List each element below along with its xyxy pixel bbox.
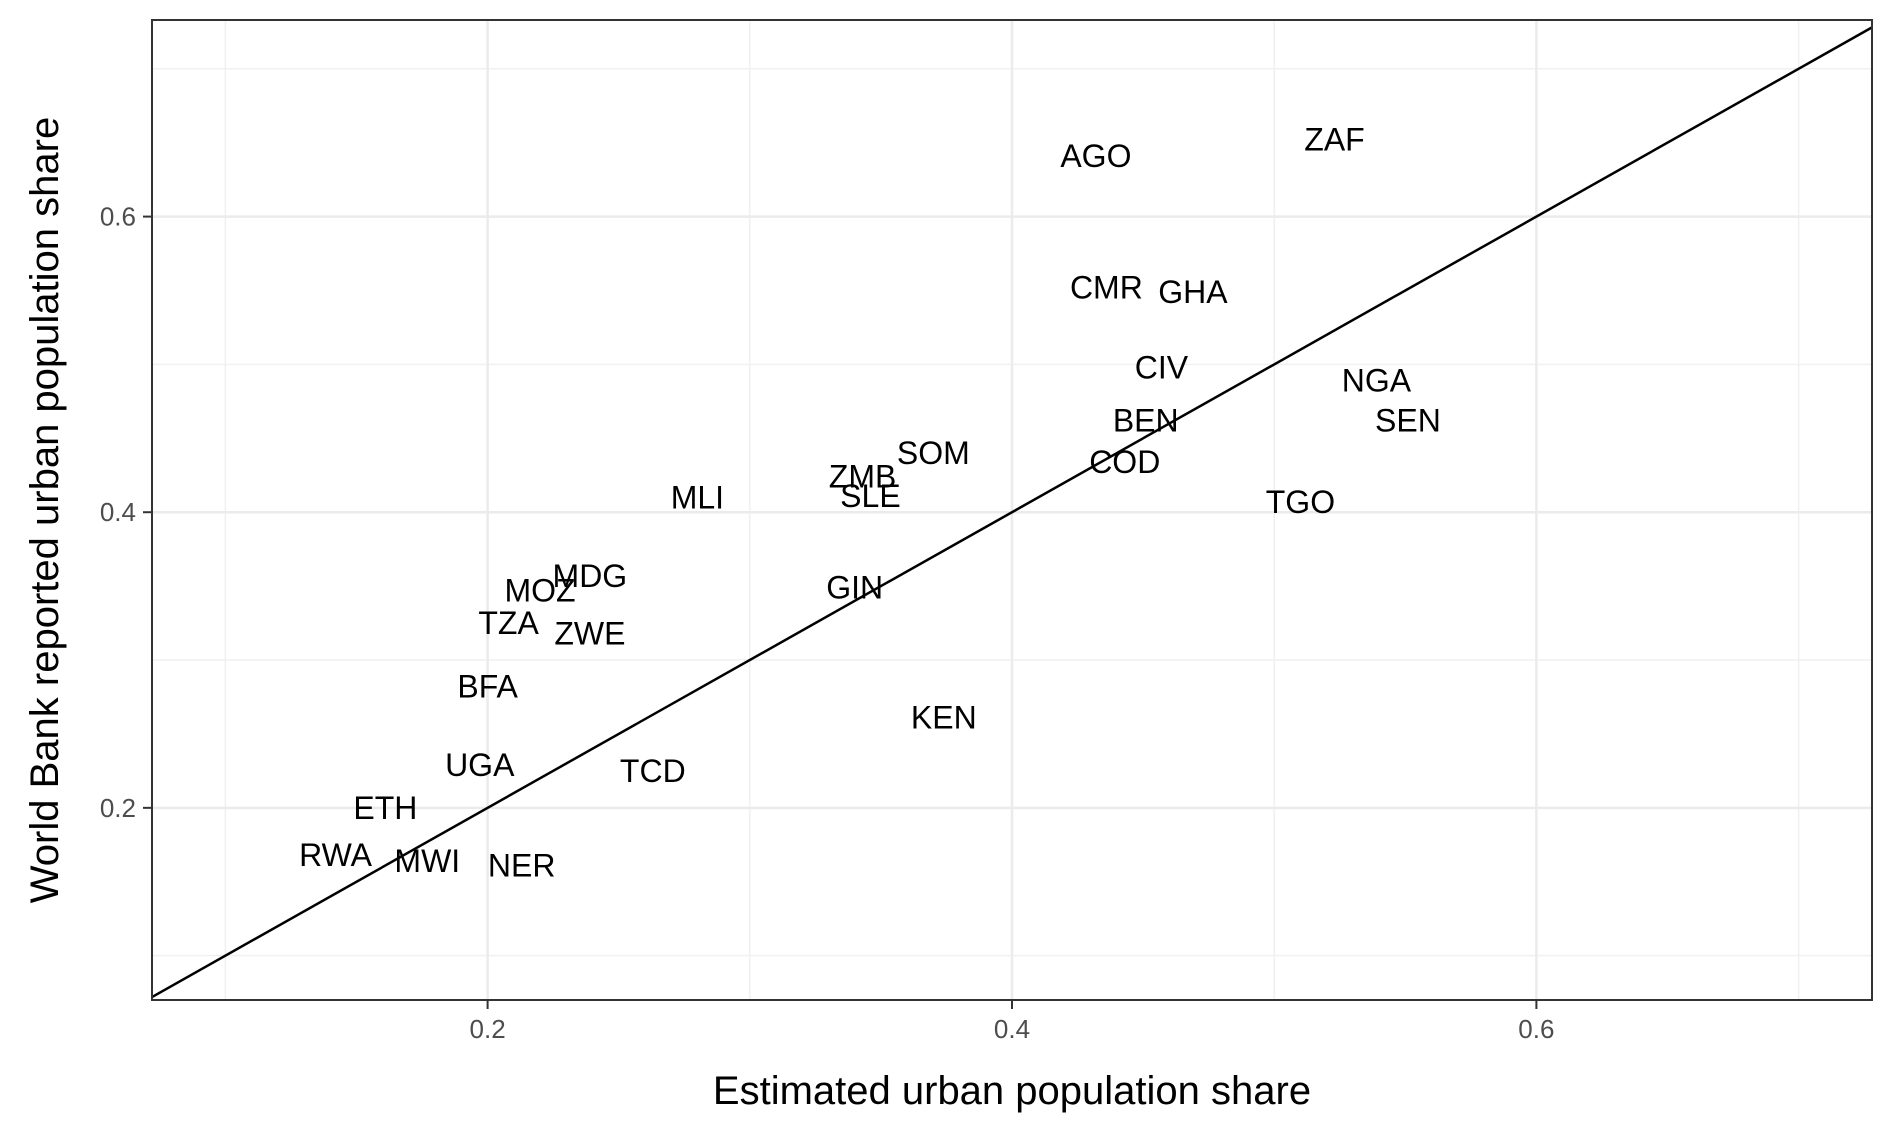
y-axis-ticks: 0.2 0.4 0.6 [100, 202, 152, 823]
x-tick-label: 0.2 [470, 1014, 506, 1044]
point-label-uga: UGA [445, 747, 515, 783]
reference-line [151, 26, 1873, 999]
point-label-ken: KEN [911, 700, 977, 736]
point-label-zaf: ZAF [1304, 122, 1364, 158]
y-tick-label: 0.2 [100, 793, 136, 823]
point-label-moz: MOZ [505, 573, 576, 609]
x-axis-ticks: 0.2 0.4 0.6 [470, 1000, 1554, 1044]
point-label-gha: GHA [1158, 274, 1228, 310]
point-label-sen: SEN [1375, 403, 1441, 439]
point-label-eth: ETH [353, 790, 417, 826]
y-tick-label: 0.4 [100, 497, 136, 527]
point-label-ago: AGO [1060, 138, 1131, 174]
point-label-cod: COD [1089, 444, 1160, 480]
point-label-civ: CIV [1135, 349, 1189, 385]
x-tick-label: 0.6 [1518, 1014, 1554, 1044]
point-label-tcd: TCD [620, 753, 686, 789]
point-label-gin: GIN [826, 570, 883, 606]
x-axis-title: Estimated urban population share [713, 1069, 1311, 1113]
point-label-sle: SLE [840, 478, 900, 514]
point-label-rwa: RWA [299, 837, 373, 873]
point-label-ben: BEN [1113, 403, 1179, 439]
point-label-zwe: ZWE [554, 615, 625, 651]
point-label-mdg: MDG [553, 558, 628, 594]
point-label-bfa: BFA [457, 669, 518, 705]
x-tick-label: 0.4 [994, 1014, 1030, 1044]
point-label-mli: MLI [671, 479, 724, 515]
point-label-tgo: TGO [1266, 484, 1335, 520]
y-tick-label: 0.6 [100, 202, 136, 232]
point-label-zmb: ZMB [829, 459, 897, 495]
point-label-cmr: CMR [1070, 270, 1143, 306]
reference-line-group [151, 26, 1873, 999]
point-label-tza: TZA [478, 605, 539, 641]
point-label-som: SOM [897, 435, 970, 471]
point-label-ner: NER [488, 847, 556, 883]
point-label-mwi: MWI [394, 843, 460, 879]
y-axis-title: World Bank reported urban population sha… [23, 117, 67, 903]
point-label-nga: NGA [1342, 363, 1412, 399]
